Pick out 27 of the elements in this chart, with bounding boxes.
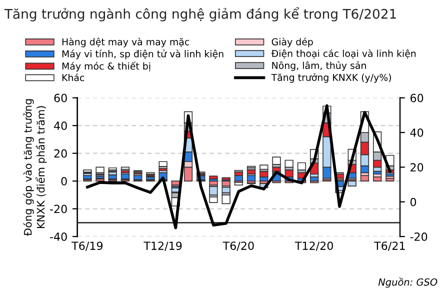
legend-label: Giày dép (272, 38, 313, 48)
legend-label: Tăng trưởng KNXK (y/y%) (271, 73, 391, 83)
y2-tick-label: 20 (410, 163, 424, 172)
y2-tick-label: 60 (410, 94, 424, 102)
y-tick-label: -40 (50, 232, 67, 241)
y-tick-label: 20 (54, 149, 67, 158)
legend-label: Máy vi tính, sp điện tử và linh kiện (62, 50, 224, 60)
x-tick-label: T12/20 (294, 242, 333, 251)
x-tick-label: T6/20 (222, 242, 254, 251)
y2-tick-label: 0 (410, 198, 416, 206)
y-tick-label: 0 (61, 177, 67, 186)
legend-label: Hàng dệt may và may mặc (62, 38, 190, 48)
y-tick-label: -20 (50, 204, 67, 214)
x-tick-label: T6/19 (72, 242, 103, 251)
x-tick-label: T12/19 (144, 242, 182, 251)
x-tick-label: T6/21 (374, 242, 405, 251)
text: Nguồn: GSO (378, 277, 438, 288)
legend-label: Điện thoại các loại và linh kiện (271, 49, 416, 59)
legend-label: Khác (62, 73, 84, 82)
y-tick-label: 40 (54, 122, 67, 130)
y-tick-label: 60 (54, 94, 67, 102)
legend-label: Nông, lâm, thủy sản (272, 61, 366, 71)
legend-label: Máy móc & thiết bị (62, 62, 150, 72)
chart-title: Tăng trưởng ngành công nghệ giảm đáng kể trong T6/2021 (4, 7, 396, 22)
y2-tick-label: 40 (410, 128, 424, 137)
y-axis-title: Đóng góp vào tăng trưởng KNXK (điểm phần trăm) (23, 99, 47, 236)
y2-tick-label: -20 (410, 232, 428, 241)
